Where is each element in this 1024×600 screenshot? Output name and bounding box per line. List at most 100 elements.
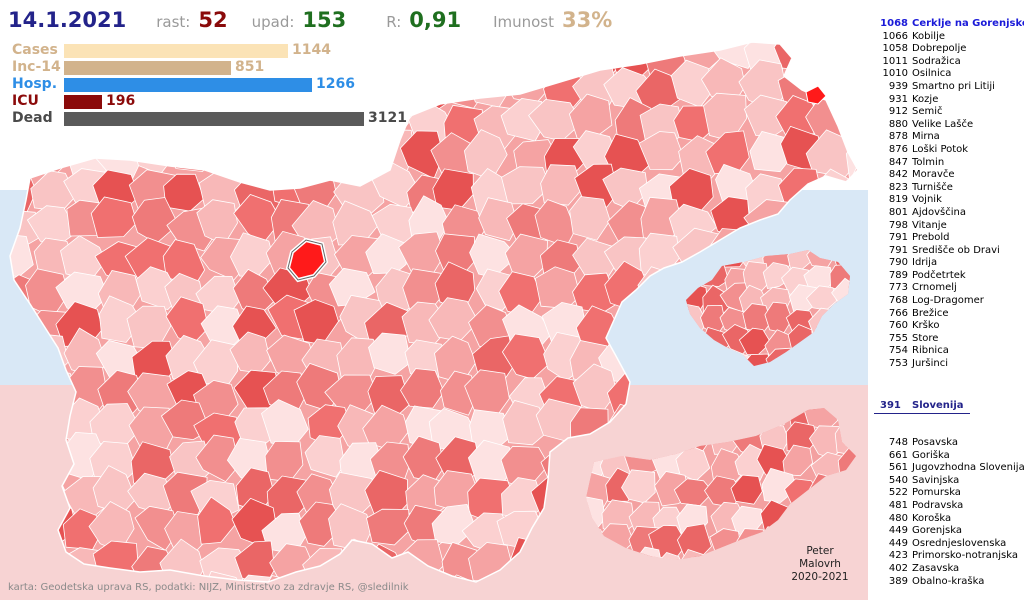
municipality-area: [366, 67, 418, 114]
list-item: 791 Prebold: [870, 232, 1024, 245]
municipality-area: [807, 498, 841, 531]
list-item-name: Sodražica: [912, 55, 961, 67]
municipality-area: [744, 574, 789, 582]
list-item-value: 402: [888, 562, 908, 574]
summary-header: 14.1.2021 rast: 52 upad: 153 R: 0,91 Imu…: [8, 8, 636, 36]
list-item: 847 Tolmin: [870, 157, 1024, 170]
municipality-area: [569, 196, 611, 241]
municipality-area: [701, 408, 742, 430]
list-item-name: Cerklje na Gorenjskem: [912, 18, 1024, 29]
municipality-area: [758, 408, 792, 426]
list-item-name: Juršinci: [912, 358, 949, 370]
list-item-name: Črnomelj: [912, 282, 957, 294]
municipality-area: [847, 283, 850, 317]
municipality-area: [640, 365, 682, 411]
list-item-value: 791: [888, 244, 908, 256]
list-item: 931 Kozje: [870, 94, 1024, 107]
stat-bar: [64, 112, 364, 126]
municipality-area: [197, 496, 237, 545]
municipality-area: [429, 42, 476, 81]
municipality-area: [10, 338, 36, 386]
list-item: 801 Ajdovščina: [870, 207, 1024, 220]
municipality-area: [509, 537, 553, 582]
municipality-area: [851, 306, 868, 334]
municipality-area: [724, 350, 752, 366]
list-item-name: Posavska: [912, 437, 959, 448]
municipality-area: [10, 506, 37, 551]
list-item-value: 880: [888, 118, 908, 130]
list-item-name: Idrija: [912, 257, 938, 269]
list-item-value: 819: [888, 194, 908, 206]
list-item-value: 790: [888, 257, 908, 269]
municipality-area: [708, 571, 751, 582]
municipality-area: [750, 558, 789, 560]
municipality-area: [540, 164, 583, 206]
rast-label: rast:: [156, 13, 191, 31]
municipality-area: [810, 42, 858, 71]
municipality-area: [733, 551, 767, 560]
stat-value: 3121: [368, 110, 407, 126]
list-item-name: Podčetrtek: [912, 269, 966, 281]
municipality-area: [22, 472, 70, 517]
imunost-label: Imunost: [493, 13, 555, 31]
list-item: 790 Idrija: [870, 257, 1024, 270]
municipality-area: [535, 578, 580, 582]
list-item-name: Zasavska: [912, 562, 960, 574]
list-item-value: 768: [888, 295, 908, 307]
municipality-area: [10, 539, 36, 582]
municipality-area: [630, 546, 664, 560]
stat-value: 851: [235, 59, 265, 75]
list-item-value: 766: [888, 307, 908, 319]
list-item: 661 Goriška: [870, 450, 1024, 463]
list-item-value: 842: [888, 169, 908, 181]
list-item-name: Brežice: [912, 307, 949, 319]
municipality-area: [574, 163, 619, 208]
list-item-value: 939: [888, 80, 908, 92]
municipality-area: [598, 554, 636, 560]
region-ranking: 748 Posavska 661 Goriška 561 Jugovzhodna Slov…: [870, 437, 1024, 588]
municipality-area: [730, 474, 763, 505]
list-item: 522 Pomurska: [870, 487, 1024, 500]
stat-label: Cases: [12, 42, 58, 58]
municipality-area: [838, 191, 858, 244]
list-item: 842 Moravče: [870, 169, 1024, 182]
municipality-area: [327, 135, 373, 181]
municipality-area: [851, 42, 858, 84]
list-item-value: 1068: [880, 18, 908, 29]
list-item: 1011 Sodražica: [870, 56, 1024, 69]
municipality-area: [844, 234, 858, 276]
stat-value: 196: [106, 93, 136, 109]
list-item-value: 823: [888, 181, 908, 193]
list-item: 1058 Dobrepolje: [870, 43, 1024, 56]
slovenia-divider: [874, 413, 970, 414]
list-item-name: Loški Potok: [912, 143, 969, 155]
municipality-area: [645, 572, 689, 582]
slovenia-total: 391 Slovenija: [880, 400, 964, 411]
list-item: 449 Osrednjeslovenska: [870, 538, 1024, 551]
municipality-area: [671, 402, 719, 446]
municipality-area: [678, 408, 715, 432]
list-item-name: Prebold: [912, 232, 950, 244]
list-item-value: 423: [888, 550, 908, 562]
list-item-name: Tolmin: [912, 156, 945, 168]
municipality-area: [841, 407, 858, 452]
municipality-area: [762, 262, 796, 290]
author-credit: Peter Malovrh 2020-2021: [786, 545, 854, 584]
list-item-value: 798: [888, 219, 908, 231]
municipality-area: [507, 42, 548, 77]
municipality-area: [709, 418, 741, 455]
list-item: 791 Središče ob Dravi: [870, 245, 1024, 258]
list-item-name: Pomurska: [912, 487, 961, 499]
municipality-area: [806, 345, 841, 366]
rast-value: 52: [198, 8, 228, 32]
list-item-name: Koroška: [912, 512, 952, 524]
municipality-area: [695, 261, 730, 287]
list-item-value: 389: [888, 575, 908, 587]
municipality-area: [839, 372, 858, 416]
list-item-name: Osrednjeslovenska: [912, 537, 1007, 549]
list-item-value: 522: [888, 487, 908, 499]
municipality-area: [298, 131, 342, 179]
list-item: 760 Krško: [870, 320, 1024, 333]
r-label: R:: [386, 13, 402, 31]
municipality-area: [612, 574, 659, 582]
